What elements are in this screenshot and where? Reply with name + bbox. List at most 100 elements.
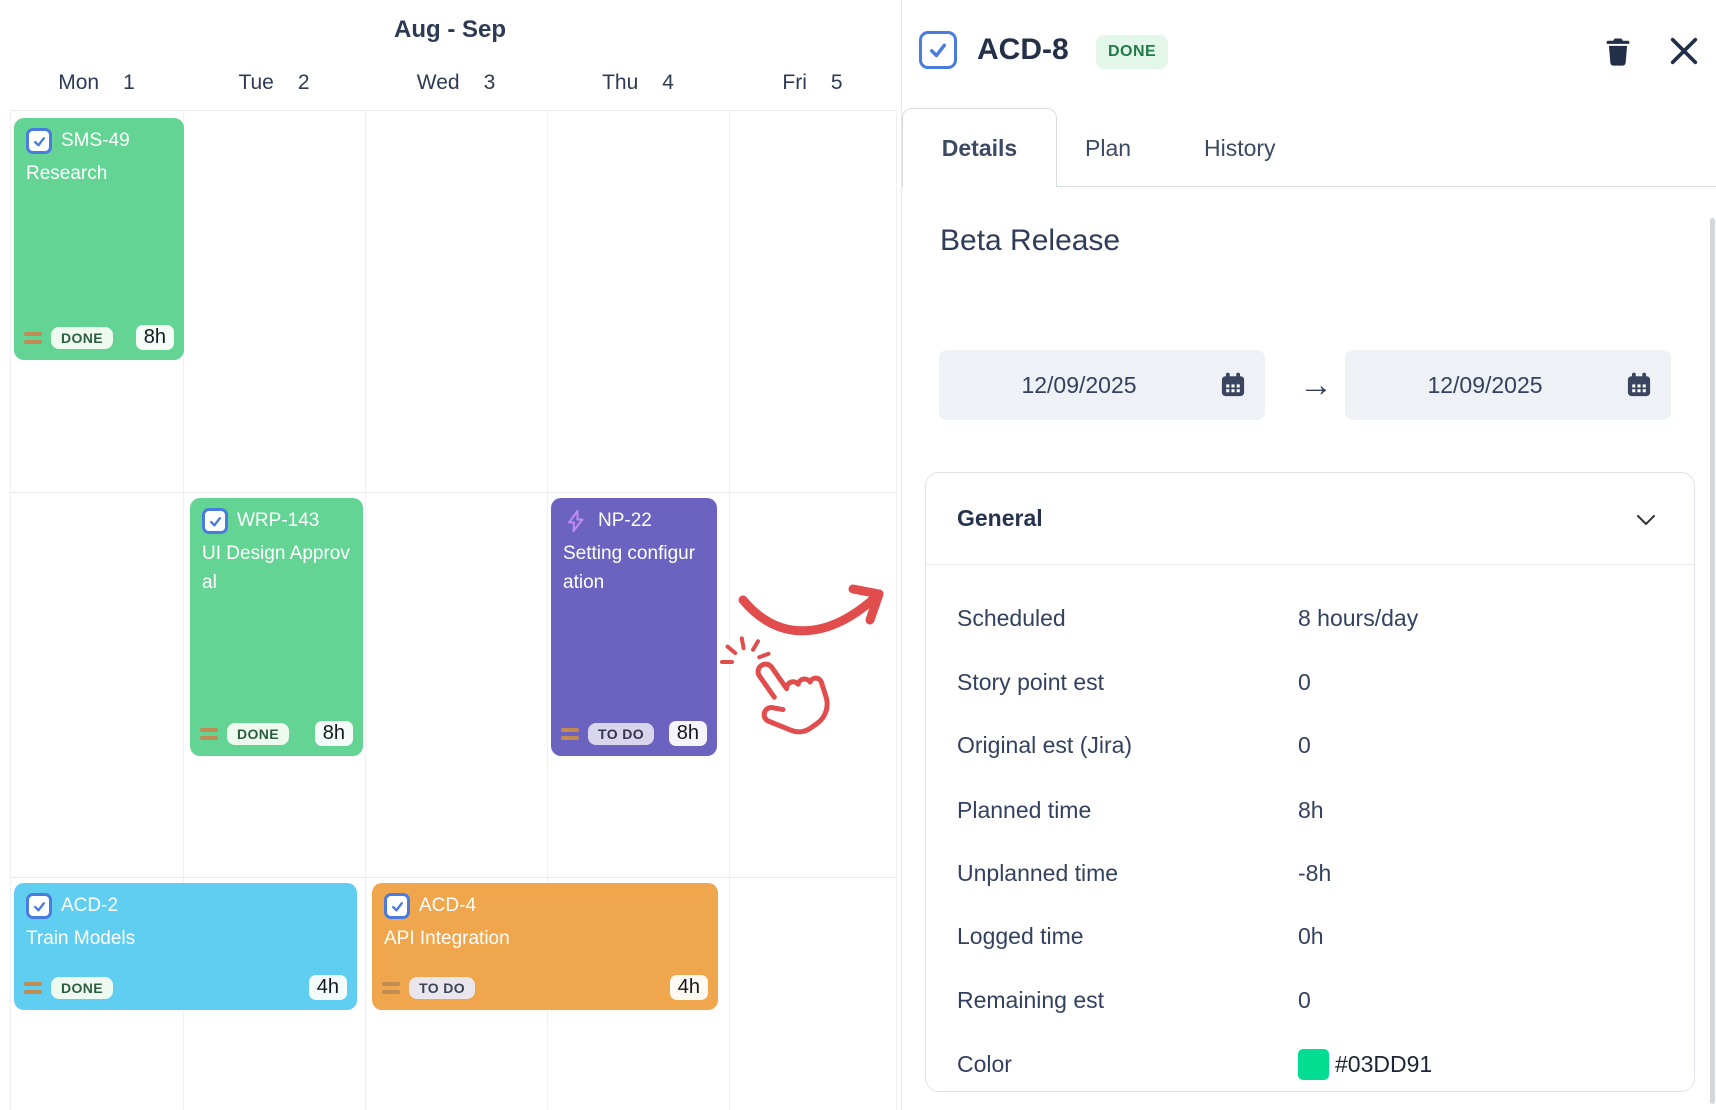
calendar-month-title: Aug - Sep bbox=[394, 16, 506, 43]
field-label: Scheduled bbox=[957, 604, 1066, 631]
click-hand-icon bbox=[735, 652, 835, 757]
grid-line bbox=[10, 110, 896, 111]
grid-line bbox=[365, 110, 366, 1110]
field-row-unplanned-time: Unplanned time -8h bbox=[957, 858, 1664, 888]
day-header-fri: Fri 5 bbox=[729, 66, 896, 100]
task-key: SMS-49 bbox=[61, 130, 130, 151]
section-divider bbox=[926, 564, 1694, 565]
calendar-panel: Aug - Sep Mon 1 Tue 2 Wed 3 Thu 4 Fri 5 bbox=[10, 16, 898, 1110]
hours-badge: 4h bbox=[669, 975, 708, 1000]
day-name: Wed bbox=[416, 71, 460, 94]
task-card-acd-2[interactable]: ACD-2 Train Models DONE 4h bbox=[14, 883, 357, 1010]
chevron-down-icon[interactable] bbox=[1636, 513, 1656, 531]
day-number: 1 bbox=[123, 71, 135, 94]
grid-line bbox=[729, 110, 730, 1110]
bolt-icon bbox=[563, 508, 589, 534]
grid-line bbox=[183, 110, 184, 1110]
day-number: 2 bbox=[297, 71, 310, 94]
task-card-sms-49[interactable]: SMS-49 Research DONE 8h bbox=[14, 118, 184, 360]
task-title-heading: Beta Release bbox=[940, 224, 1121, 257]
task-checkbox-icon bbox=[919, 31, 957, 69]
day-name: Mon bbox=[58, 71, 100, 94]
field-label: Unplanned time bbox=[957, 859, 1119, 886]
hours-badge: 8h bbox=[668, 721, 707, 746]
panel-divider bbox=[901, 0, 902, 1110]
tab-details[interactable]: Details bbox=[902, 108, 1057, 187]
task-key: ACD-4 bbox=[419, 895, 477, 916]
task-card-np-22[interactable]: NP-22 Setting configuration TO DO 8h bbox=[551, 498, 717, 756]
delete-button[interactable] bbox=[1597, 30, 1639, 72]
start-date-field[interactable]: 12/09/2025 bbox=[939, 350, 1265, 420]
hours-badge: 8h bbox=[135, 325, 174, 350]
task-key: NP-22 bbox=[598, 510, 652, 531]
priority-medium-icon bbox=[561, 727, 579, 740]
day-header-mon: Mon 1 bbox=[10, 66, 183, 100]
task-title: API Integration bbox=[384, 928, 510, 949]
day-name: Fri bbox=[782, 71, 807, 94]
panel-status-badge: DONE bbox=[1096, 35, 1169, 69]
grid-line bbox=[547, 110, 548, 1110]
field-value: 0 bbox=[1298, 986, 1311, 1013]
tab-history[interactable]: History bbox=[1204, 135, 1276, 161]
status-badge: DONE bbox=[51, 326, 114, 349]
field-value: 0 bbox=[1298, 668, 1311, 695]
hours-badge: 8h bbox=[314, 721, 353, 746]
field-value: 8h bbox=[1298, 796, 1324, 823]
trash-icon bbox=[1601, 34, 1635, 68]
field-label: Logged time bbox=[957, 922, 1084, 949]
day-header-thu: Thu 4 bbox=[547, 66, 729, 100]
end-date-value: 12/09/2025 bbox=[1427, 371, 1543, 398]
field-row-planned-time: Planned time 8h bbox=[957, 795, 1664, 825]
task-title: Research bbox=[26, 163, 108, 184]
field-row-story-point-est: Story point est 0 bbox=[957, 667, 1664, 697]
task-key: ACD-2 bbox=[61, 895, 119, 916]
status-badge: DONE bbox=[51, 976, 114, 999]
panel-task-key: ACD-8 bbox=[977, 33, 1069, 66]
task-checkbox-icon bbox=[384, 893, 410, 919]
task-key: WRP-143 bbox=[237, 510, 320, 531]
day-number: 4 bbox=[662, 71, 674, 94]
grid-line bbox=[10, 877, 896, 878]
general-section: General Scheduled 8 hours/day Story poin… bbox=[925, 472, 1695, 1092]
hours-badge: 4h bbox=[308, 975, 347, 1000]
tabbar-divider bbox=[1057, 186, 1716, 187]
calendar-icon[interactable] bbox=[1625, 371, 1653, 399]
arrow-right-icon: → bbox=[1299, 365, 1333, 404]
field-label: Planned time bbox=[957, 796, 1092, 823]
close-button[interactable] bbox=[1663, 30, 1705, 72]
field-value: 8 hours/day bbox=[1298, 604, 1419, 631]
task-card-wrp-143[interactable]: WRP-143 UI Design Approval DONE 8h bbox=[190, 498, 363, 756]
task-card-acd-4[interactable]: ACD-4 API Integration TO DO 4h bbox=[372, 883, 718, 1010]
status-badge: TO DO bbox=[588, 722, 655, 745]
day-number: 5 bbox=[830, 71, 843, 94]
field-row-color: Color #03DD91 bbox=[957, 1048, 1664, 1080]
field-row-logged-time: Logged time 0h bbox=[957, 921, 1664, 951]
click-rays-icon bbox=[716, 630, 772, 681]
section-title: General bbox=[957, 505, 1043, 531]
tab-plan[interactable]: Plan bbox=[1085, 135, 1132, 161]
curved-arrow-annotation bbox=[733, 580, 898, 655]
field-label: Original est (Jira) bbox=[957, 731, 1133, 758]
field-row-remaining-est: Remaining est 0 bbox=[957, 985, 1664, 1015]
close-icon bbox=[1667, 34, 1701, 68]
task-title: Train Models bbox=[26, 928, 136, 949]
priority-medium-icon bbox=[200, 727, 218, 740]
calendar-icon[interactable] bbox=[1219, 371, 1247, 399]
grid-line bbox=[10, 110, 11, 1110]
day-name: Tue bbox=[238, 71, 274, 94]
task-title: Setting configuration bbox=[563, 543, 696, 594]
day-name: Thu bbox=[602, 71, 639, 94]
field-row-scheduled: Scheduled 8 hours/day bbox=[957, 603, 1664, 633]
day-number: 3 bbox=[483, 71, 496, 94]
task-checkbox-icon bbox=[26, 893, 52, 919]
task-checkbox-icon bbox=[26, 128, 52, 154]
scrollbar-thumb[interactable] bbox=[1710, 218, 1715, 1104]
grid-line bbox=[10, 492, 896, 493]
day-header-wed: Wed 3 bbox=[365, 66, 547, 100]
task-checkbox-icon bbox=[202, 508, 228, 534]
color-swatch[interactable] bbox=[1298, 1048, 1329, 1080]
end-date-field[interactable]: 12/09/2025 bbox=[1345, 350, 1671, 420]
field-value: 0 bbox=[1298, 731, 1311, 758]
status-badge: TO DO bbox=[409, 976, 476, 999]
